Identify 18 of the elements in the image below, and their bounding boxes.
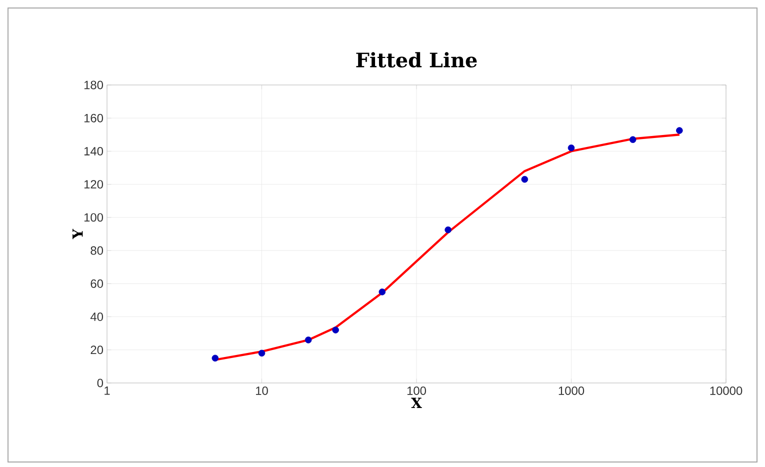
y-tick-label: 20	[90, 346, 104, 354]
y-tick-label: 180	[84, 80, 104, 90]
y-tick-label: 80	[90, 246, 104, 255]
y-tick-label: 100	[84, 213, 104, 222]
y-tick-label: 140	[84, 146, 104, 156]
y-tick-label: 160	[84, 114, 104, 122]
y-tick-label: 0	[97, 378, 104, 388]
x-axis-title: X	[411, 398, 422, 408]
x-tick-label: 1000	[558, 386, 584, 395]
x-tick-label: 10	[256, 386, 268, 395]
y-tick-label: 40	[90, 312, 104, 321]
chart-title: Fitted Line	[356, 52, 477, 68]
y-tick-label: 60	[90, 279, 104, 288]
x-tick-label: 1	[104, 386, 110, 395]
y-tick-label: 120	[84, 180, 104, 189]
y-axis-title: Y	[72, 228, 83, 240]
x-tick-label: 100	[407, 386, 426, 395]
x-tick-label: 10000	[710, 386, 742, 395]
